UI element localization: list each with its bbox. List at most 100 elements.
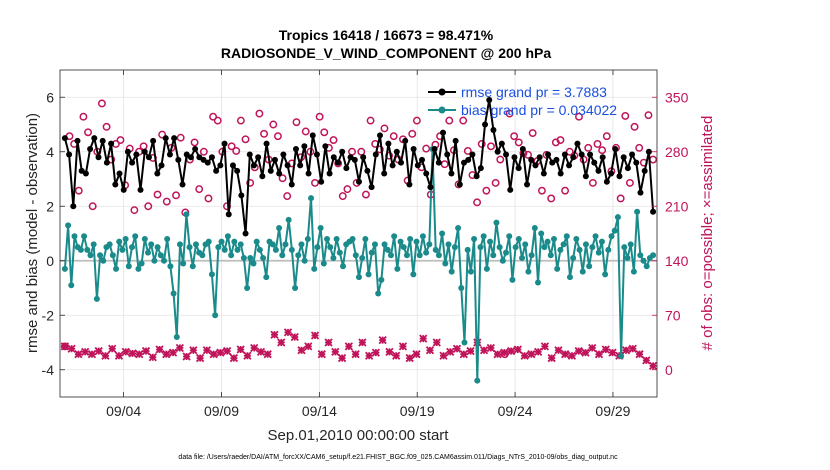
obs-assimilated-marker: [371, 348, 381, 357]
obs-assimilated-marker: [540, 342, 550, 351]
obs-assimilated-marker: [439, 351, 448, 360]
obs-assimilated-marker: [121, 347, 130, 356]
bias-point: [231, 238, 238, 245]
bias-point: [250, 260, 257, 267]
rmse-point: [141, 148, 148, 155]
rmse-point: [330, 154, 337, 161]
obs-assimilated-marker: [419, 334, 428, 343]
rmse-point: [427, 184, 434, 191]
obs-assimilated-marker: [392, 351, 401, 360]
obs-assimilated-marker: [385, 347, 394, 356]
rmse-point: [519, 146, 526, 153]
obs-possible-marker: [292, 118, 301, 127]
obs-possible-marker: [343, 185, 352, 194]
obs-assimilated-marker: [432, 338, 441, 347]
rmse-point: [402, 137, 409, 144]
rmse-point: [267, 167, 274, 174]
bias-point: [119, 246, 126, 253]
obs-possible-marker: [232, 147, 241, 155]
bias-point: [87, 252, 94, 259]
obs-possible-marker: [204, 194, 213, 203]
rmse-point: [318, 178, 325, 185]
bias-point: [426, 241, 433, 248]
bias-point: [176, 241, 183, 248]
obs-assimilated-marker: [534, 347, 543, 356]
rmse-point: [582, 173, 589, 180]
bias-point: [256, 246, 263, 253]
bias-point: [550, 235, 557, 242]
bias-point: [272, 246, 279, 253]
rmse-point: [641, 167, 648, 174]
bias-point: [563, 233, 570, 240]
rmse-point: [137, 186, 144, 193]
obs-assimilated-marker: [162, 350, 171, 359]
bias-point: [506, 233, 513, 240]
rmse-point: [339, 148, 346, 155]
rmse-point: [557, 170, 564, 177]
obs-assimilated-marker: [243, 351, 252, 360]
obs-possible-marker: [630, 122, 639, 131]
rmse-point: [456, 181, 463, 188]
bias-point: [566, 274, 573, 281]
obs-possible-marker: [625, 178, 634, 187]
obs-possible-marker: [227, 142, 236, 151]
rmse-point: [87, 146, 94, 153]
rmse-point: [540, 170, 547, 177]
rmse-point: [465, 156, 472, 163]
rmse-point: [381, 170, 388, 177]
rmse-point: [192, 146, 199, 153]
bias-point: [129, 244, 136, 251]
obs-possible-marker: [575, 112, 583, 121]
bias-point: [359, 255, 366, 262]
bias-point: [627, 241, 634, 248]
obs-possible-marker: [524, 150, 532, 159]
bias-point: [544, 238, 551, 245]
rmse-point: [171, 135, 178, 142]
y-tick-label: 0: [46, 253, 54, 269]
bias-point: [298, 241, 305, 248]
obs-assimilated-series: [60, 328, 658, 370]
obs-assimilated-marker: [486, 343, 495, 353]
rmse-point: [70, 203, 77, 210]
rmse-point: [271, 156, 278, 163]
rmse-point: [503, 151, 510, 158]
bias-point: [531, 225, 538, 232]
bias-point: [122, 235, 129, 242]
rmse-point: [444, 151, 451, 158]
rmse-point: [292, 146, 299, 153]
obs-assimilated-marker: [588, 343, 597, 353]
bias-point: [464, 246, 471, 253]
rmse-point: [103, 159, 110, 166]
obs-assimilated-marker: [256, 347, 266, 356]
rmse-point: [129, 159, 136, 166]
rmse-point: [133, 151, 140, 158]
bias-point: [240, 255, 247, 262]
obs-possible-marker: [565, 147, 574, 156]
obs-possible-marker: [556, 136, 565, 145]
bias-point: [282, 241, 289, 248]
rmse-point: [234, 167, 241, 174]
rmse-point: [473, 173, 480, 180]
obs-possible-marker: [537, 186, 546, 195]
rmse-point: [351, 156, 358, 163]
obs-assimilated-marker: [168, 348, 178, 357]
bias-point: [461, 339, 468, 346]
bias-point: [643, 263, 650, 270]
bias-point: [499, 257, 506, 264]
x-tick-label: 09/19: [400, 403, 435, 419]
bias-point: [314, 244, 321, 251]
y-right-tick-label: 140: [665, 253, 689, 269]
rmse-point: [145, 154, 152, 161]
obs-possible-marker: [88, 202, 97, 211]
bias-point: [397, 238, 404, 245]
rmse-point: [414, 162, 421, 169]
bias-point: [189, 263, 196, 270]
bias-point: [448, 268, 455, 275]
obs-assimilated-marker: [81, 347, 90, 356]
rmse-point: [158, 162, 165, 169]
obs-assimilated-marker: [94, 346, 103, 356]
bias-point: [180, 260, 187, 267]
obs-assimilated-marker: [283, 328, 293, 337]
obs-possible-marker: [621, 111, 630, 120]
obs-possible-marker: [380, 124, 389, 133]
